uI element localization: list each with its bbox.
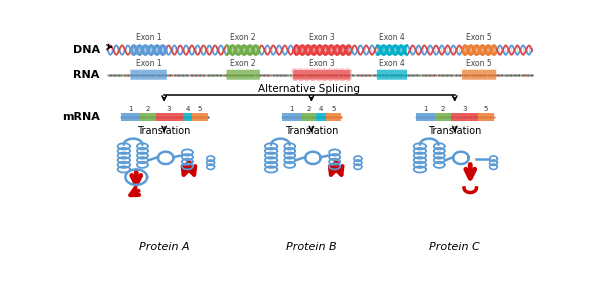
Bar bbox=[377, 45, 407, 55]
Text: Exon 2: Exon 2 bbox=[230, 34, 256, 42]
Text: Exon 4: Exon 4 bbox=[379, 34, 405, 42]
Text: Exon 3: Exon 3 bbox=[309, 59, 335, 68]
Text: 2: 2 bbox=[307, 106, 311, 112]
Bar bbox=[478, 113, 493, 121]
Bar bbox=[227, 45, 259, 55]
Text: Exon 1: Exon 1 bbox=[136, 34, 161, 42]
Bar bbox=[140, 113, 155, 121]
Bar bbox=[326, 113, 341, 121]
Bar bbox=[316, 113, 326, 121]
Bar bbox=[121, 113, 140, 121]
Bar bbox=[183, 113, 192, 121]
Text: 4: 4 bbox=[185, 106, 190, 112]
FancyBboxPatch shape bbox=[130, 70, 167, 80]
Text: 2: 2 bbox=[146, 106, 150, 112]
Text: 5: 5 bbox=[331, 106, 335, 112]
Text: Translation: Translation bbox=[284, 125, 338, 136]
Text: Protein B: Protein B bbox=[286, 242, 337, 252]
FancyBboxPatch shape bbox=[227, 70, 260, 80]
Bar bbox=[281, 113, 301, 121]
Text: 4: 4 bbox=[319, 106, 323, 112]
Text: 5: 5 bbox=[197, 106, 202, 112]
Bar bbox=[463, 45, 496, 55]
Text: Translation: Translation bbox=[428, 125, 481, 136]
Text: Protein A: Protein A bbox=[139, 242, 190, 252]
Bar bbox=[131, 45, 166, 55]
Bar bbox=[155, 113, 183, 121]
Text: Protein C: Protein C bbox=[430, 242, 480, 252]
Text: Exon 3: Exon 3 bbox=[309, 34, 335, 42]
Text: Exon 5: Exon 5 bbox=[466, 34, 492, 42]
FancyBboxPatch shape bbox=[377, 70, 407, 80]
Bar bbox=[301, 113, 316, 121]
Text: 3: 3 bbox=[167, 106, 172, 112]
Text: 5: 5 bbox=[484, 106, 488, 112]
Text: 1: 1 bbox=[128, 106, 133, 112]
Text: 1: 1 bbox=[424, 106, 428, 112]
Text: mRNA: mRNA bbox=[62, 112, 100, 122]
Bar bbox=[416, 113, 436, 121]
Bar bbox=[451, 113, 478, 121]
Bar bbox=[436, 113, 451, 121]
Text: Translation: Translation bbox=[137, 125, 191, 136]
Text: Alternative Splicing: Alternative Splicing bbox=[259, 84, 361, 94]
Text: DNA: DNA bbox=[73, 45, 100, 55]
FancyBboxPatch shape bbox=[293, 70, 350, 80]
Bar bbox=[293, 45, 350, 55]
Text: Exon 4: Exon 4 bbox=[379, 59, 405, 68]
Text: Exon 5: Exon 5 bbox=[466, 59, 492, 68]
Text: 2: 2 bbox=[441, 106, 445, 112]
FancyBboxPatch shape bbox=[462, 70, 496, 80]
Text: Exon 1: Exon 1 bbox=[136, 59, 161, 68]
Bar bbox=[192, 113, 208, 121]
Text: RNA: RNA bbox=[73, 70, 100, 80]
Text: Exon 2: Exon 2 bbox=[230, 59, 256, 68]
Text: 3: 3 bbox=[462, 106, 467, 112]
Text: 1: 1 bbox=[289, 106, 293, 112]
